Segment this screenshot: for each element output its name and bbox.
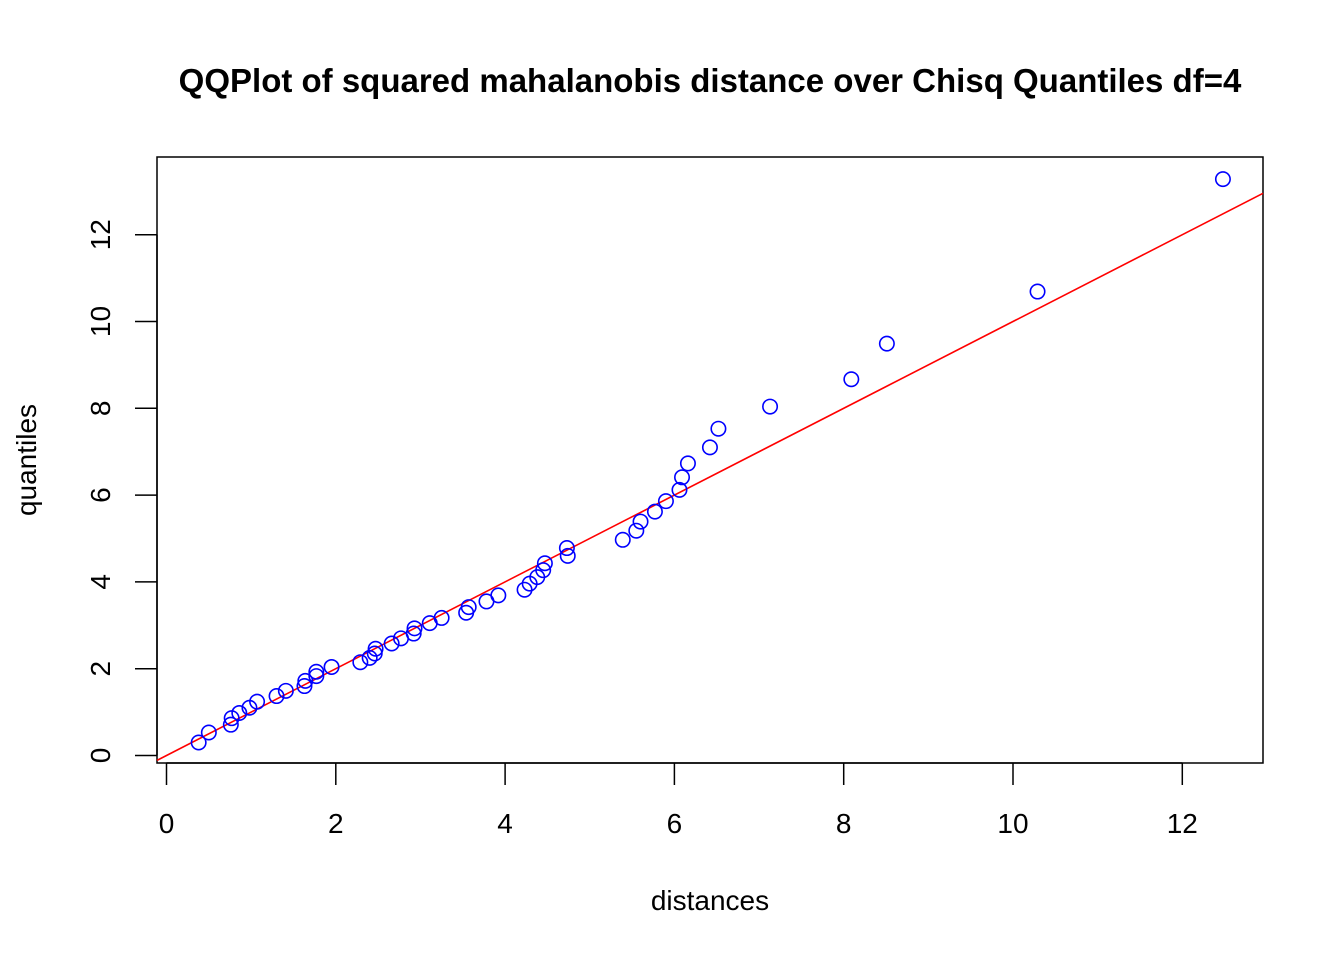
y-tick-label: 4 — [85, 574, 116, 590]
y-axis-label: quantiles — [11, 404, 42, 516]
data-point — [558, 540, 575, 557]
y-tick-label: 0 — [85, 748, 116, 764]
data-point — [200, 724, 217, 741]
data-point — [460, 599, 477, 616]
data-point — [878, 335, 895, 352]
data-point — [323, 658, 340, 675]
data-point — [308, 668, 325, 685]
data-point — [710, 420, 727, 437]
y-tick-label: 10 — [85, 306, 116, 337]
data-point — [405, 625, 422, 642]
data-point — [701, 439, 718, 456]
data-point — [277, 682, 294, 699]
data-point — [632, 513, 649, 530]
x-tick-label: 12 — [1167, 808, 1198, 839]
x-tick-label: 8 — [836, 808, 852, 839]
data-point — [614, 531, 631, 548]
x-tick-label: 2 — [328, 808, 344, 839]
data-point — [433, 609, 450, 626]
y-tick-label: 2 — [85, 661, 116, 677]
data-point — [308, 663, 325, 680]
data-point — [190, 734, 207, 751]
data-point — [657, 493, 674, 510]
data-point — [490, 587, 507, 604]
chart-title: QQPlot of squared mahalanobis distance o… — [179, 62, 1242, 99]
data-point — [535, 562, 552, 579]
data-point — [628, 522, 645, 539]
y-axis: 0 2 4 6 8 10 12 — [85, 219, 158, 764]
data-point — [361, 649, 378, 666]
y-tick-label: 12 — [85, 219, 116, 250]
x-tick-label: 0 — [159, 808, 175, 839]
data-point — [1029, 283, 1046, 300]
data-point — [367, 640, 384, 657]
data-point — [296, 678, 313, 695]
y-tick-label: 6 — [85, 487, 116, 503]
data-point — [674, 469, 691, 486]
data-point — [383, 635, 400, 652]
data-point — [762, 398, 779, 415]
data-point — [249, 693, 266, 710]
x-tick-label: 10 — [997, 808, 1028, 839]
data-point — [222, 716, 239, 733]
data-point — [406, 620, 423, 637]
x-tick-label: 4 — [497, 808, 513, 839]
data-point — [646, 503, 663, 520]
reference-line — [156, 192, 1264, 762]
data-point — [536, 555, 553, 572]
x-axis: 0 2 4 6 8 10 12 — [159, 762, 1198, 839]
y-tick-label: 8 — [85, 401, 116, 417]
data-point — [231, 704, 248, 721]
data-point — [268, 688, 285, 705]
data-point — [671, 481, 688, 498]
data-point — [679, 455, 696, 472]
x-tick-label: 6 — [667, 808, 683, 839]
data-point — [297, 672, 314, 689]
data-point — [843, 371, 860, 388]
data-point — [559, 547, 576, 564]
data-point — [352, 654, 369, 671]
data-point — [1214, 171, 1231, 188]
x-axis-label: distances — [651, 885, 769, 916]
